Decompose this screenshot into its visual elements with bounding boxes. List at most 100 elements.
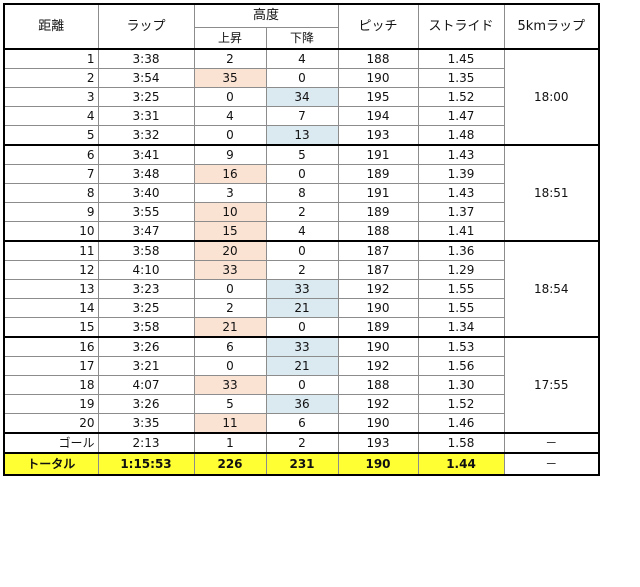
split-5km: 18:51 (503, 144, 600, 242)
goal-label: ゴール (3, 432, 99, 454)
row-descent: 34 (265, 87, 339, 107)
row-distance: 3 (3, 87, 99, 107)
row-stride: 1.46 (417, 413, 505, 434)
table-row: 11 3:58 20 0 187 1.36 18:54 (3, 240, 600, 338)
goal-lap-time: 2:13 (97, 432, 195, 454)
row-ascent: 0 (193, 125, 267, 146)
row-distance: 11 (3, 240, 99, 261)
row-descent: 0 (265, 164, 339, 184)
row-descent: 0 (265, 68, 339, 88)
row-ascent: 3 (193, 183, 267, 203)
row-ascent: 21 (193, 317, 267, 338)
row-lap-time: 3:41 (97, 144, 195, 165)
row-descent: 5 (265, 144, 339, 165)
row-descent: 4 (265, 48, 339, 69)
total-label: トータル (3, 452, 99, 476)
row-descent: 33 (265, 336, 339, 357)
row-ascent: 16 (193, 164, 267, 184)
row-lap-time: 3:23 (97, 279, 195, 299)
row-distance: 8 (3, 183, 99, 203)
total-row: トータル 1:15:53 226 231 190 1.44 － (3, 452, 600, 476)
row-lap-time: 3:31 (97, 106, 195, 126)
row-descent: 21 (265, 356, 339, 376)
row-ascent: 2 (193, 298, 267, 318)
row-lap-time: 3:25 (97, 298, 195, 318)
lap-table: 距離 ラップ 高度 ピッチ ストライド 5kmラップ 上昇 下降 1 3:38 2 4… (3, 3, 600, 476)
row-lap-time: 3:55 (97, 202, 195, 222)
row-lap-time: 3:26 (97, 336, 195, 357)
row-stride: 1.55 (417, 279, 505, 299)
row-descent: 6 (265, 413, 339, 434)
row-stride: 1.56 (417, 356, 505, 376)
row-descent: 33 (265, 279, 339, 299)
row-ascent: 0 (193, 356, 267, 376)
table-row: 10 3:47 15 4 188 1.41 (3, 221, 599, 242)
row-stride: 1.37 (417, 202, 505, 222)
row-lap-time: 3:38 (97, 48, 195, 69)
row-lap-time: 3:58 (97, 240, 195, 261)
row-distance: 10 (3, 221, 99, 242)
total-stride: 1.44 (417, 452, 505, 476)
total-ascent: 226 (193, 452, 267, 476)
row-pitch: 191 (337, 183, 419, 203)
row-ascent: 2 (193, 48, 267, 69)
table-row: 12 4:10 33 2 187 1.29 (3, 260, 599, 280)
goal-row: ゴール 2:13 1 2 193 1.58 － (3, 432, 600, 454)
row-pitch: 188 (337, 375, 419, 395)
header-descent: 下降 (265, 27, 339, 50)
row-stride: 1.30 (417, 375, 505, 395)
row-lap-time: 3:21 (97, 356, 195, 376)
row-pitch: 190 (337, 68, 419, 88)
row-lap-time: 3:48 (97, 164, 195, 184)
table-row: 13 3:23 0 33 192 1.55 (3, 279, 599, 299)
row-descent: 0 (265, 240, 339, 261)
table-row: 19 3:26 5 36 192 1.52 (3, 394, 599, 414)
header-ascent: 上昇 (193, 27, 267, 50)
row-distance: 14 (3, 298, 99, 318)
row-pitch: 188 (337, 48, 419, 69)
row-distance: 20 (3, 413, 99, 434)
row-ascent: 33 (193, 375, 267, 395)
row-stride: 1.48 (417, 125, 505, 146)
row-pitch: 190 (337, 336, 419, 357)
goal-descent: 2 (265, 432, 339, 454)
row-descent: 13 (265, 125, 339, 146)
row-ascent: 0 (193, 279, 267, 299)
goal-stride: 1.58 (417, 432, 505, 454)
row-stride: 1.41 (417, 221, 505, 242)
header-stride: ストライド (417, 3, 505, 50)
row-ascent: 20 (193, 240, 267, 261)
row-pitch: 189 (337, 202, 419, 222)
row-pitch: 192 (337, 279, 419, 299)
row-stride: 1.45 (417, 48, 505, 69)
row-pitch: 194 (337, 106, 419, 126)
row-lap-time: 4:07 (97, 375, 195, 395)
row-lap-time: 4:10 (97, 260, 195, 280)
table-row: 9 3:55 10 2 189 1.37 (3, 202, 599, 222)
row-distance: 9 (3, 202, 99, 222)
row-descent: 0 (265, 375, 339, 395)
split-5km: 17:55 (503, 336, 600, 434)
row-lap-time: 3:25 (97, 87, 195, 107)
header-5km-lap: 5kmラップ (503, 3, 600, 50)
row-ascent: 15 (193, 221, 267, 242)
total-descent: 231 (265, 452, 339, 476)
row-stride: 1.55 (417, 298, 505, 318)
row-pitch: 192 (337, 394, 419, 414)
table-row: 6 3:41 9 5 191 1.43 18:51 (3, 144, 600, 242)
row-distance: 1 (3, 48, 99, 69)
table-row: 3 3:25 0 34 195 1.52 (3, 87, 599, 107)
row-distance: 2 (3, 68, 99, 88)
row-ascent: 6 (193, 336, 267, 357)
row-distance: 19 (3, 394, 99, 414)
row-stride: 1.52 (417, 394, 505, 414)
header-distance: 距離 (3, 3, 99, 50)
row-pitch: 189 (337, 317, 419, 338)
row-distance: 5 (3, 125, 99, 146)
row-pitch: 190 (337, 298, 419, 318)
row-pitch: 190 (337, 413, 419, 434)
row-pitch: 187 (337, 240, 419, 261)
goal-split: － (503, 432, 600, 454)
row-lap-time: 3:58 (97, 317, 195, 338)
row-stride: 1.35 (417, 68, 505, 88)
